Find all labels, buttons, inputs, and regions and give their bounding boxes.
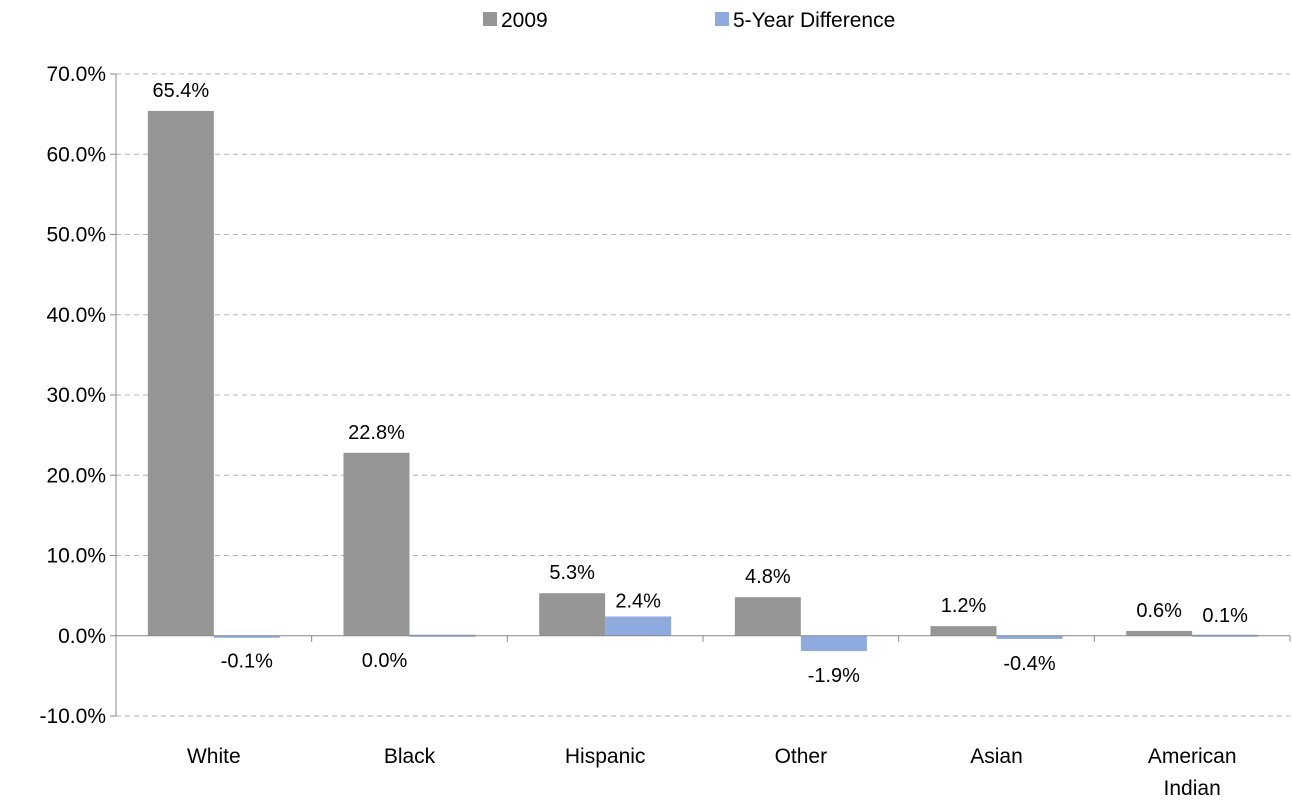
axes: -10.0% 0.0% 10.0% 20.0% 30.0% 40.0% 50.0% 60.0%…	[39, 63, 1291, 800]
x-category-label: Asian	[970, 745, 1023, 768]
bar-2009	[1126, 630, 1193, 636]
x-category-label: Black	[384, 745, 436, 768]
bar-difference	[996, 635, 1063, 639]
data-label: -0.4%	[1003, 653, 1055, 675]
data-label: 65.4%	[152, 80, 209, 102]
y-tick-label: -10.0%	[39, 705, 106, 728]
data-label: 4.8%	[745, 566, 791, 588]
y-tick-label: 70.0%	[46, 63, 106, 86]
y-tick-label: 50.0%	[46, 224, 106, 247]
bar-difference	[605, 616, 672, 636]
legend-label: 5-Year Difference	[733, 9, 895, 32]
data-label: -1.9%	[808, 665, 860, 687]
data-label: 2.4%	[615, 590, 661, 612]
y-tick-label: 40.0%	[46, 304, 106, 327]
x-category-label: White	[187, 745, 241, 768]
y-tick-label: 20.0%	[46, 464, 106, 487]
legend: 2009 5-Year Difference	[483, 9, 895, 32]
y-tick-label: 10.0%	[46, 545, 106, 568]
data-label: 0.0%	[362, 650, 408, 672]
data-labels: 65.4% -0.1% 22.8% 0.0% 5.3% 2.4% 4.8% -1.9% 1.2%…	[152, 80, 1248, 687]
bar-2009	[147, 110, 214, 636]
legend-swatch	[483, 12, 497, 26]
bar-2009	[930, 626, 997, 636]
data-label: 5.3%	[549, 562, 595, 584]
bar-difference	[800, 635, 867, 651]
data-label: 0.1%	[1202, 605, 1248, 627]
bar-2009	[734, 597, 801, 636]
bar-2009	[343, 452, 410, 636]
x-category-label: Hispanic	[565, 745, 646, 768]
bars	[147, 110, 1259, 651]
data-label: 1.2%	[941, 595, 987, 617]
x-category-label: Indian	[1164, 777, 1221, 800]
data-label: 0.6%	[1136, 600, 1182, 622]
bar-difference	[213, 635, 280, 638]
y-tick-label: 0.0%	[58, 625, 106, 648]
legend-label: 2009	[501, 9, 548, 32]
x-category-label: Other	[775, 745, 828, 768]
x-category-label: American	[1148, 745, 1237, 768]
bar-2009	[539, 593, 606, 636]
data-label: 22.8%	[348, 422, 405, 444]
gridlines	[116, 73, 1290, 717]
legend-swatch	[715, 12, 729, 26]
data-label: -0.1%	[221, 651, 273, 673]
y-tick-label: 30.0%	[46, 384, 106, 407]
y-tick-label: 60.0%	[46, 143, 106, 166]
